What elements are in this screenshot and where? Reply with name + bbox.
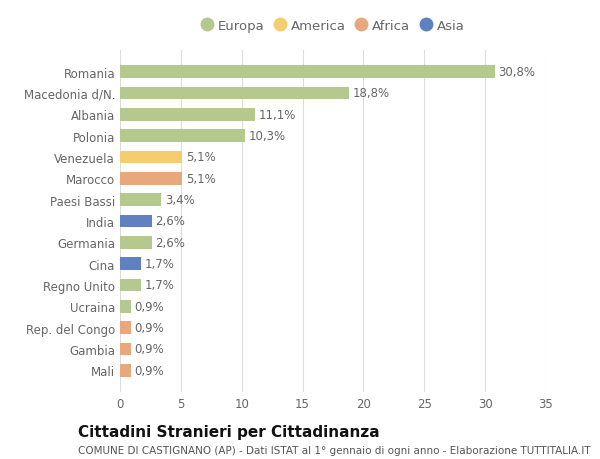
Bar: [120, 173, 182, 185]
Bar: [120, 236, 152, 249]
Text: 1,7%: 1,7%: [145, 257, 174, 270]
Text: 5,1%: 5,1%: [186, 151, 215, 164]
Text: 3,4%: 3,4%: [165, 194, 195, 207]
Text: 5,1%: 5,1%: [186, 173, 215, 185]
Bar: [120, 66, 495, 79]
Text: 18,8%: 18,8%: [352, 87, 389, 100]
Text: Cittadini Stranieri per Cittadinanza: Cittadini Stranieri per Cittadinanza: [78, 425, 380, 440]
Bar: [120, 343, 131, 356]
Text: 30,8%: 30,8%: [499, 66, 536, 79]
Bar: [120, 87, 349, 100]
Text: 11,1%: 11,1%: [259, 108, 296, 122]
Text: 10,3%: 10,3%: [249, 130, 286, 143]
Text: 2,6%: 2,6%: [155, 215, 185, 228]
Bar: [120, 151, 182, 164]
Text: 0,9%: 0,9%: [134, 343, 164, 356]
Text: 0,9%: 0,9%: [134, 364, 164, 377]
Bar: [120, 215, 152, 228]
Bar: [120, 300, 131, 313]
Text: 2,6%: 2,6%: [155, 236, 185, 249]
Text: 0,9%: 0,9%: [134, 300, 164, 313]
Text: COMUNE DI CASTIGNANO (AP) - Dati ISTAT al 1° gennaio di ogni anno - Elaborazione: COMUNE DI CASTIGNANO (AP) - Dati ISTAT a…: [78, 445, 590, 455]
Text: 1,7%: 1,7%: [145, 279, 174, 292]
Bar: [120, 130, 245, 143]
Bar: [120, 364, 131, 377]
Legend: Europa, America, Africa, Asia: Europa, America, Africa, Asia: [197, 16, 469, 37]
Bar: [120, 322, 131, 334]
Bar: [120, 279, 140, 292]
Bar: [120, 257, 140, 270]
Bar: [120, 109, 255, 121]
Text: 0,9%: 0,9%: [134, 321, 164, 335]
Bar: [120, 194, 161, 207]
